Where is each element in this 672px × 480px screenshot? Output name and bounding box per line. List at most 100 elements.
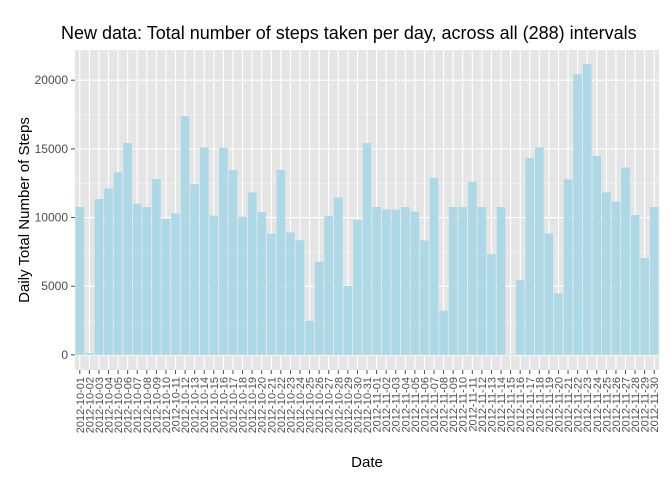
x-axis: 2012-10-012012-10-022012-10-032012-10-04… — [75, 370, 661, 433]
bar — [171, 213, 180, 355]
bar — [104, 188, 113, 355]
x-tick-label: 2012-11-14 — [496, 377, 508, 432]
x-tick-label: 2012-11-02 — [381, 377, 393, 432]
x-tick-label: 2012-11-13 — [486, 377, 498, 432]
bar — [161, 218, 171, 355]
x-tick-label: 2012-10-01 — [75, 377, 87, 433]
bar — [649, 207, 659, 355]
bar — [602, 192, 611, 355]
bar — [362, 143, 372, 355]
x-tick-label: 2012-10-15 — [209, 377, 221, 433]
bar — [142, 207, 152, 355]
x-tick-label: 2012-11-01 — [372, 377, 384, 432]
x-tick-label: 2012-11-04 — [400, 377, 412, 432]
x-tick-label: 2012-11-05 — [410, 377, 422, 432]
bar — [228, 170, 238, 355]
bar — [295, 240, 305, 355]
x-tick-label: 2012-10-11 — [171, 377, 183, 432]
bar — [381, 209, 391, 355]
x-tick-label: 2012-11-16 — [515, 377, 527, 432]
x-tick-label: 2012-10-17 — [228, 377, 240, 433]
bar — [75, 207, 85, 355]
bar — [400, 207, 410, 355]
x-tick-label: 2012-10-26 — [314, 377, 326, 433]
bar — [621, 167, 630, 355]
x-tick-label: 2012-10-24 — [295, 377, 307, 433]
x-tick-label: 2012-10-03 — [94, 377, 106, 433]
x-tick-label: 2012-11-06 — [419, 377, 431, 432]
x-tick-label: 2012-10-09 — [151, 377, 163, 433]
bar — [487, 254, 496, 355]
bar — [132, 203, 142, 355]
x-tick-label: 2012-11-18 — [534, 377, 546, 432]
x-tick-label: 2012-10-20 — [257, 377, 269, 433]
x-tick-label: 2012-10-02 — [84, 377, 96, 433]
x-tick-label: 2012-11-25 — [601, 377, 613, 432]
bar — [238, 216, 247, 355]
bar — [305, 320, 314, 355]
y-tick-label: 15000 — [35, 142, 69, 156]
y-tick-label: 20000 — [35, 73, 69, 87]
bars — [75, 63, 659, 355]
x-tick-label: 2012-10-16 — [218, 377, 230, 433]
x-tick-label: 2012-11-12 — [477, 377, 489, 432]
x-axis-title: Date — [351, 454, 383, 471]
x-tick-label: 2012-10-31 — [362, 377, 374, 433]
x-tick-label: 2012-11-20 — [553, 377, 565, 432]
x-tick-label: 2012-10-25 — [305, 377, 317, 433]
bar — [563, 179, 573, 355]
bar — [123, 143, 132, 355]
bar — [477, 207, 487, 355]
x-tick-label: 2012-10-08 — [142, 377, 154, 433]
x-tick-label: 2012-11-27 — [620, 377, 632, 432]
bar — [496, 207, 506, 355]
bar — [448, 207, 458, 355]
bar — [468, 181, 477, 355]
chart-title: New data: Total number of steps taken pe… — [61, 23, 637, 43]
y-tick-label: 0 — [61, 348, 68, 362]
x-tick-label: 2012-11-10 — [458, 377, 470, 432]
x-tick-label: 2012-11-15 — [506, 377, 518, 432]
bar — [314, 261, 324, 355]
bar — [535, 147, 544, 355]
bar — [439, 310, 448, 355]
bar — [582, 63, 592, 355]
bar — [190, 184, 199, 355]
bar — [286, 232, 295, 355]
x-tick-label: 2012-11-08 — [439, 377, 451, 432]
x-tick-label: 2012-11-09 — [448, 377, 460, 432]
x-tick-label: 2012-10-23 — [285, 377, 297, 433]
x-tick-label: 2012-10-27 — [324, 377, 336, 433]
bar — [113, 172, 123, 355]
bar — [630, 215, 640, 355]
x-tick-label: 2012-10-21 — [266, 377, 278, 433]
x-tick-label: 2012-10-14 — [199, 377, 211, 433]
bar — [410, 211, 420, 355]
bar — [343, 285, 353, 355]
x-tick-label: 2012-11-28 — [630, 377, 642, 432]
x-tick-label: 2012-11-29 — [640, 377, 652, 432]
bar — [372, 207, 381, 355]
x-tick-label: 2012-10-30 — [352, 377, 364, 433]
x-tick-label: 2012-10-07 — [132, 377, 144, 433]
x-tick-label: 2012-10-29 — [343, 377, 355, 433]
bar — [525, 157, 535, 355]
x-tick-label: 2012-11-21 — [563, 377, 575, 432]
bar — [276, 170, 286, 355]
x-tick-label: 2012-11-26 — [611, 377, 623, 432]
x-tick-label: 2012-10-12 — [180, 377, 192, 433]
x-tick-label: 2012-11-11 — [467, 377, 479, 432]
x-tick-label: 2012-10-18 — [238, 377, 250, 433]
bar — [94, 198, 104, 355]
bar — [515, 280, 525, 355]
x-tick-label: 2012-11-19 — [544, 377, 556, 432]
x-tick-label: 2012-10-22 — [276, 377, 288, 433]
y-axis: 0 5000 10000 15000 20000 — [35, 73, 75, 362]
x-tick-label: 2012-10-04 — [104, 377, 116, 433]
x-tick-label: 2012-11-03 — [391, 377, 403, 432]
bar — [640, 258, 649, 355]
x-tick-label: 2012-10-05 — [113, 377, 125, 433]
bar — [391, 209, 401, 355]
x-tick-label: 2012-11-23 — [582, 377, 594, 432]
bar — [353, 220, 362, 355]
